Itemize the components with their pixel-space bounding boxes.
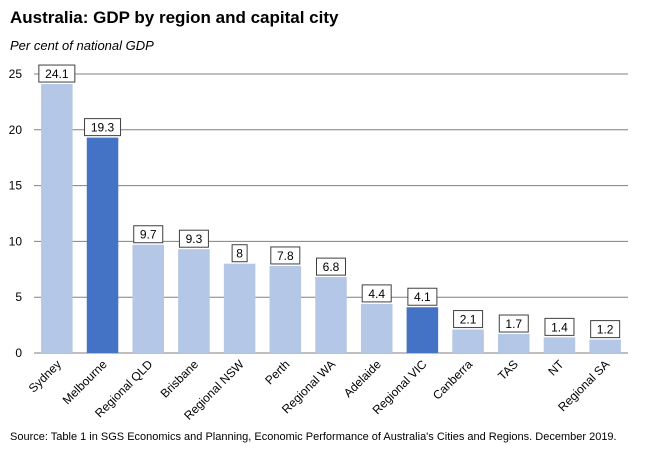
bar xyxy=(360,303,393,353)
x-tick-label: Sydney xyxy=(26,357,64,395)
x-tick-label: Adelaide xyxy=(341,357,384,400)
bar xyxy=(589,339,621,353)
data-label-box xyxy=(498,314,529,333)
data-label-box xyxy=(178,229,209,248)
data-label: 2.1 xyxy=(460,313,477,327)
chart-subtitle: Per cent of national GDP xyxy=(10,38,154,53)
bar xyxy=(269,265,302,353)
data-label: 1.2 xyxy=(597,323,614,337)
data-label-box xyxy=(84,118,122,137)
bar xyxy=(406,307,439,353)
data-label-box xyxy=(316,257,346,276)
y-tick-label: 10 xyxy=(9,234,23,248)
data-label: 4.1 xyxy=(414,290,431,304)
data-label: 24.1 xyxy=(45,67,69,81)
bar xyxy=(223,263,256,353)
y-axis-ticks: 0 5 10 15 20 25 xyxy=(9,67,23,360)
data-label-box xyxy=(453,310,484,329)
data-labels: 24.1 19.3 9.7 9.3 8 7.8 6.8 4.4 4.1 2.1 1.7 1.4 1.2 xyxy=(38,64,621,339)
data-label: 7.8 xyxy=(277,249,294,263)
data-label: 1.7 xyxy=(505,317,522,331)
data-label-box xyxy=(544,317,575,336)
data-label: 6.8 xyxy=(323,260,340,274)
bar xyxy=(41,84,73,353)
data-label-box xyxy=(361,284,392,303)
bar xyxy=(315,277,347,353)
bar xyxy=(452,329,484,353)
data-label: 9.7 xyxy=(140,228,157,242)
bar xyxy=(132,244,164,353)
data-label: 4.4 xyxy=(368,287,385,301)
y-tick-label: 25 xyxy=(9,67,23,81)
y-tick-label: 15 xyxy=(9,179,23,193)
y-tick-label: 20 xyxy=(9,123,23,137)
data-label-box xyxy=(407,287,438,306)
x-tick-label: TAS xyxy=(495,357,521,383)
data-label: 1.4 xyxy=(551,320,568,334)
x-tick-label: NT xyxy=(545,357,567,379)
data-label-box xyxy=(231,244,248,263)
data-label: 8 xyxy=(236,247,243,261)
y-tick-label: 5 xyxy=(15,290,22,304)
data-label: 19.3 xyxy=(91,121,115,135)
x-tick-label: Canberra xyxy=(430,357,476,403)
bar xyxy=(178,249,210,353)
data-label-box xyxy=(270,246,301,265)
bar xyxy=(498,334,530,353)
bar xyxy=(86,137,119,353)
data-label-box xyxy=(590,320,621,339)
data-label-box xyxy=(38,64,76,83)
chart-source: Source: Table 1 in SGS Economics and Pla… xyxy=(10,431,617,443)
data-label-box xyxy=(133,225,164,244)
chart-title: Australia: GDP by region and capital cit… xyxy=(10,8,339,27)
y-tick-label: 0 xyxy=(15,346,22,360)
x-tick-label: Brisbane xyxy=(158,357,202,401)
x-tick-label: Perth xyxy=(262,357,292,387)
bars xyxy=(41,84,621,353)
data-label: 9.3 xyxy=(186,232,203,246)
bar xyxy=(543,337,576,353)
